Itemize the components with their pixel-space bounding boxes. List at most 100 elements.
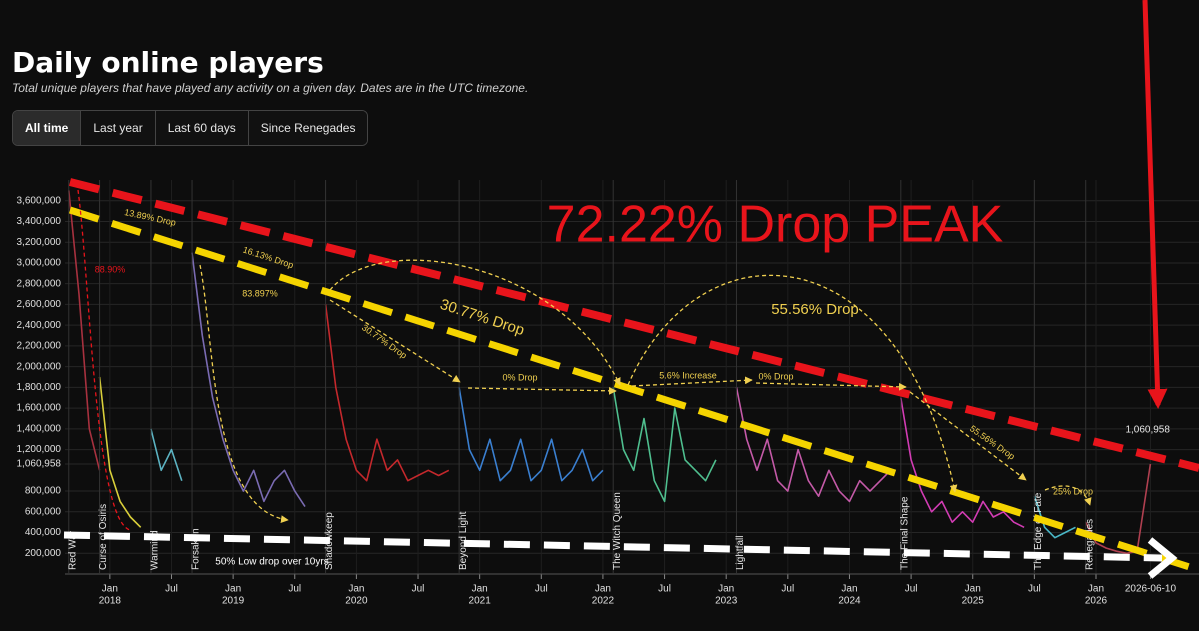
series-line bbox=[68, 190, 101, 471]
y-tick-label: 3,600,000 bbox=[17, 195, 62, 206]
x-tick-label: Jul bbox=[658, 584, 671, 595]
y-tick-label: 1,800,000 bbox=[17, 382, 62, 393]
x-tick-year: 2018 bbox=[99, 596, 122, 607]
y-tick-label: 1,200,000 bbox=[17, 444, 62, 455]
y-tick-label: 3,000,000 bbox=[17, 258, 62, 269]
page-title: Daily online players bbox=[12, 46, 324, 79]
y-tick-label: 2,800,000 bbox=[17, 278, 62, 289]
arrow bbox=[909, 391, 1027, 481]
arrow-red-dotted bbox=[77, 189, 131, 531]
x-tick-label: Jan bbox=[595, 584, 611, 595]
x-tick-label: Jan bbox=[225, 584, 241, 595]
x-tick-year: 2022 bbox=[592, 596, 615, 607]
y-tick-label: 400,000 bbox=[25, 527, 62, 538]
tab[interactable]: Last 60 days bbox=[155, 111, 249, 145]
x-tick-label: Jul bbox=[165, 584, 178, 595]
x-tick-year: 2024 bbox=[838, 596, 861, 607]
y-tick-label: 2,400,000 bbox=[17, 320, 62, 331]
x-tick-label: Jan bbox=[348, 584, 364, 595]
range-tabs: All time Last year Last 60 days Since Re… bbox=[12, 110, 369, 146]
y-tick-label: 2,000,000 bbox=[17, 361, 62, 372]
x-tick-label: Jul bbox=[535, 584, 548, 595]
x-tick-label: Jul bbox=[781, 584, 794, 595]
series-line bbox=[900, 397, 1025, 529]
annotation: 83.897% bbox=[242, 288, 278, 298]
series-line bbox=[191, 252, 306, 508]
series-line bbox=[612, 387, 717, 503]
annotation: 5.6% Increase bbox=[659, 370, 717, 380]
series-name: The Witch Queen bbox=[612, 492, 623, 570]
x-tick-label: 2026-06-10 bbox=[1125, 584, 1177, 595]
y-tick-label: 3,200,000 bbox=[17, 237, 62, 248]
x-tick-label: Jan bbox=[718, 584, 734, 595]
series-name: Beyond Light bbox=[458, 511, 469, 570]
tab[interactable]: All time bbox=[13, 111, 82, 145]
y-tick-label: 2,600,000 bbox=[17, 299, 62, 310]
arrow-head-white bbox=[1147, 537, 1178, 579]
arrow bbox=[467, 386, 617, 395]
x-tick-label: Jul bbox=[905, 584, 918, 595]
y-tick-label: 1,060,958 bbox=[17, 459, 62, 470]
series-name: The Final Shape bbox=[899, 496, 910, 570]
series-name: Forsaken bbox=[191, 528, 202, 570]
x-tick-year: 2020 bbox=[345, 596, 368, 607]
y-tick-label: 3,400,000 bbox=[17, 216, 62, 227]
arrow bbox=[199, 264, 289, 523]
drop-arrows bbox=[199, 259, 1092, 523]
arc-arrow bbox=[627, 274, 958, 493]
series-name: Red War bbox=[67, 530, 78, 570]
x-tick-label: Jul bbox=[1028, 584, 1041, 595]
arrow-red bbox=[1142, 0, 1168, 409]
arrow bbox=[631, 376, 753, 387]
tab[interactable]: Since Renegades bbox=[248, 111, 368, 145]
x-tick-year: 2025 bbox=[962, 596, 985, 607]
overlay bbox=[63, 0, 1199, 579]
trend-line-white bbox=[63, 531, 1163, 562]
series-line bbox=[735, 387, 892, 503]
annotation: 30.77% Drop bbox=[360, 322, 409, 360]
series-line bbox=[98, 376, 142, 528]
x-tick-year: 2021 bbox=[469, 596, 492, 607]
series-name: Warmind bbox=[150, 530, 161, 570]
series-line bbox=[324, 304, 450, 482]
y-tick-label: 800,000 bbox=[25, 486, 62, 497]
trend-line-red bbox=[69, 178, 1199, 472]
annotation: 0% Drop bbox=[758, 371, 793, 381]
x-tick-year: 2026 bbox=[1085, 596, 1108, 607]
y-tick-label: 600,000 bbox=[25, 506, 62, 517]
series-line bbox=[458, 387, 604, 482]
x-tick-label: Jul bbox=[288, 584, 301, 595]
page-subtitle: Total unique players that have played an… bbox=[12, 81, 529, 95]
series-name: The Edge of Fate bbox=[1033, 492, 1044, 570]
annotation: 0% Drop bbox=[502, 372, 537, 382]
x-tick-label: Jul bbox=[412, 584, 425, 595]
x-tick-label: Jan bbox=[1088, 584, 1104, 595]
y-tick-label: 1,400,000 bbox=[17, 423, 62, 434]
arrow bbox=[1044, 485, 1092, 506]
x-tick-year: 2023 bbox=[715, 596, 738, 607]
series-name: Curse of Osiris bbox=[98, 504, 109, 570]
annotation: 88.90% bbox=[95, 264, 126, 274]
x-tick-label: Jan bbox=[472, 584, 488, 595]
annotation: 55.56% Drop bbox=[771, 301, 859, 318]
series-name: Lightfall bbox=[735, 536, 746, 570]
series-name: Renegades bbox=[1084, 519, 1095, 570]
annotation: 25% Drop bbox=[1053, 486, 1093, 496]
trend-line-yellow bbox=[68, 206, 1199, 574]
arrow bbox=[329, 299, 461, 383]
x-tick-label: Jan bbox=[841, 584, 857, 595]
annotation: 72.22% Drop PEAK bbox=[547, 196, 1004, 254]
y-tick-label: 200,000 bbox=[25, 548, 62, 559]
value-label: 1,060,958 bbox=[1125, 425, 1170, 436]
y-tick-label: 1,600,000 bbox=[17, 403, 62, 414]
x-tick-label: Jan bbox=[102, 584, 118, 595]
y-tick-label: 2,200,000 bbox=[17, 341, 62, 352]
tab[interactable]: Last year bbox=[81, 111, 156, 145]
arc-arrow bbox=[329, 259, 621, 386]
x-tick-label: Jan bbox=[965, 584, 981, 595]
series-line bbox=[150, 428, 183, 481]
x-tick-year: 2019 bbox=[222, 596, 245, 607]
